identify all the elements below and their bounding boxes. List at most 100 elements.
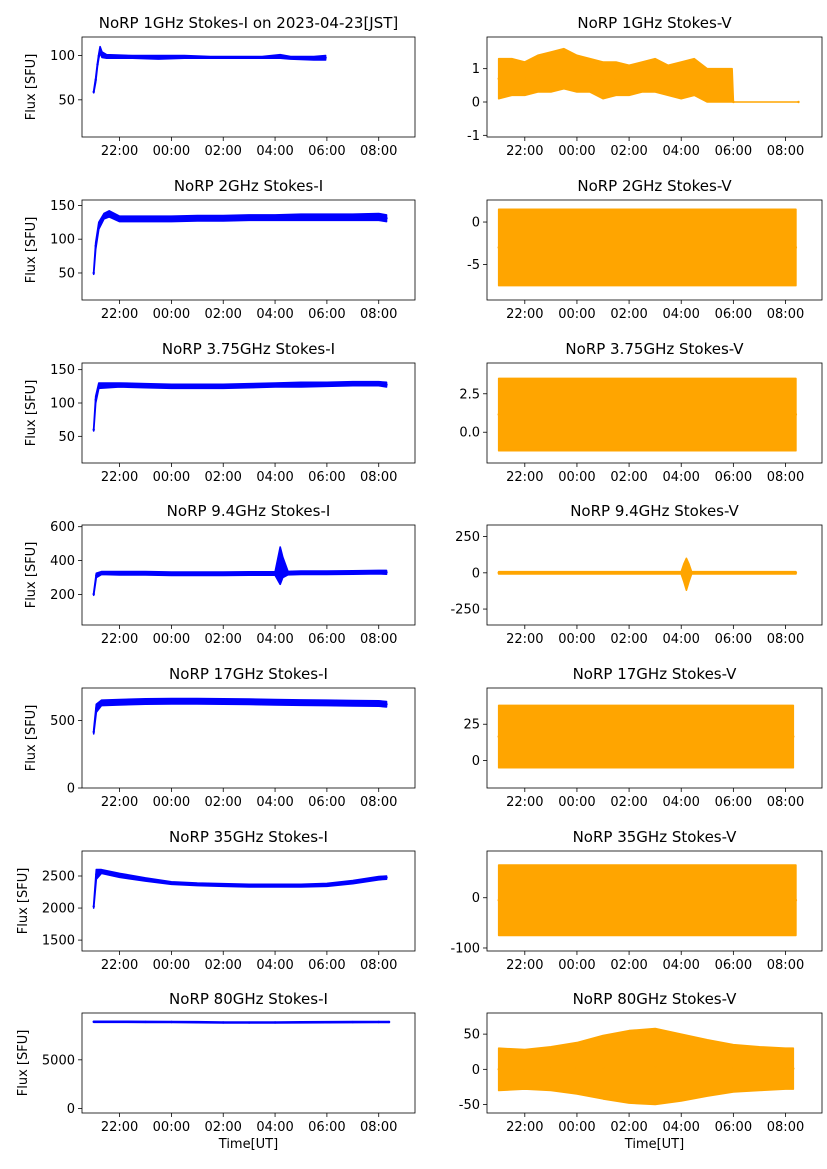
x-axis-label: Time[UT] xyxy=(624,1137,684,1152)
data-point xyxy=(690,571,693,574)
data-point xyxy=(784,1067,787,1070)
chart-6: 22:00 00:00 02:00 04:00 06:00 08:00 0.0 2.5 NoRP… xyxy=(459,340,823,485)
data-point xyxy=(497,413,500,416)
data-point xyxy=(273,701,277,704)
data-point xyxy=(377,877,380,880)
data-point xyxy=(654,1065,657,1068)
plot-frame xyxy=(81,524,416,626)
data-point xyxy=(97,54,101,58)
x-tick-label: 08:00 xyxy=(360,1120,397,1135)
y-tick-label: 250 xyxy=(455,530,480,545)
chart-14: 22:00 00:00 02:00 04:00 06:00 08:00 -50 0 50 NoRP… xyxy=(459,990,823,1152)
x-tick-label: 08:00 xyxy=(767,144,804,159)
data-point xyxy=(183,55,186,59)
data-point xyxy=(157,56,160,59)
chart-3: 22:00 00:00 02:00 04:00 06:00 08:00 50 100 150 No… xyxy=(24,177,416,322)
x-tick-label: 02:00 xyxy=(204,1120,241,1135)
x-tick-label: 04:00 xyxy=(256,470,293,485)
x-tick-label: 00:00 xyxy=(153,307,190,322)
plot-frame xyxy=(81,687,416,789)
x-tick-label: 08:00 xyxy=(360,795,397,810)
data-point xyxy=(497,246,500,249)
data-point xyxy=(732,100,735,104)
x-tick-label: 02:00 xyxy=(610,632,647,647)
data-point xyxy=(92,90,95,94)
data-point xyxy=(312,57,316,60)
x-tick-label: 02:00 xyxy=(610,470,647,485)
data-point xyxy=(497,1068,500,1071)
x-tick-label: 08:00 xyxy=(767,307,804,322)
plot-frame xyxy=(486,524,823,626)
chart-title: NoRP 9.4GHz Stokes-V xyxy=(570,502,739,520)
x-tick-label: 08:00 xyxy=(767,1120,804,1135)
data-point xyxy=(118,217,121,221)
data-point xyxy=(730,84,734,87)
data-point xyxy=(385,571,388,574)
data-point xyxy=(92,1020,95,1023)
data-point xyxy=(118,572,121,575)
data-point xyxy=(588,74,592,77)
y-tick-label: -50 xyxy=(459,1098,480,1113)
x-tick-label: 22:00 xyxy=(101,795,138,810)
x-tick-label: 00:00 xyxy=(153,958,190,973)
y-tick-label: 0 xyxy=(472,891,480,906)
x-tick-label: 06:00 xyxy=(308,1120,345,1135)
x-tick-label: 06:00 xyxy=(308,470,345,485)
data-point xyxy=(196,700,199,703)
data-point xyxy=(170,700,173,703)
x-tick-label: 04:00 xyxy=(256,1120,293,1135)
x-tick-label: 04:00 xyxy=(662,307,699,322)
data-point xyxy=(351,571,354,574)
y-tick-label: 0 xyxy=(472,754,480,769)
data-band xyxy=(92,380,388,432)
x-tick-label: 08:00 xyxy=(767,632,804,647)
data-band xyxy=(92,1020,390,1024)
data-point xyxy=(351,880,354,884)
data-point xyxy=(299,383,303,386)
x-tick-label: 04:00 xyxy=(256,795,293,810)
data-point xyxy=(325,216,329,219)
data-point xyxy=(196,1021,199,1024)
data-point xyxy=(377,570,380,574)
data-point xyxy=(247,216,251,219)
y-tick-label: 200 xyxy=(50,588,75,603)
data-point xyxy=(94,78,97,82)
data-point xyxy=(536,72,539,75)
x-tick-label: 04:00 xyxy=(256,144,293,159)
x-tick-label: 02:00 xyxy=(610,307,647,322)
data-point xyxy=(222,572,225,575)
plot-frame xyxy=(486,687,823,789)
x-tick-label: 22:00 xyxy=(101,632,138,647)
data-point xyxy=(92,905,95,908)
chart-title: NoRP 17GHz Stokes-V xyxy=(573,665,738,683)
data-band xyxy=(497,1027,795,1106)
data-point xyxy=(706,1066,709,1070)
data-point xyxy=(523,1068,526,1071)
data-point xyxy=(118,874,121,877)
data-point xyxy=(94,398,97,401)
data-point xyxy=(299,1021,303,1024)
x-tick-label: 04:00 xyxy=(662,632,699,647)
data-point xyxy=(118,701,121,704)
chart-title: NoRP 1GHz Stokes-V xyxy=(577,14,732,32)
x-tick-label: 02:00 xyxy=(610,795,647,810)
y-tick-label: 100 xyxy=(50,233,75,248)
data-point xyxy=(614,77,618,80)
x-tick-label: 00:00 xyxy=(558,144,595,159)
data-point xyxy=(680,79,683,82)
x-tick-label: 02:00 xyxy=(204,470,241,485)
x-tick-label: 02:00 xyxy=(610,144,647,159)
x-tick-label: 08:00 xyxy=(767,958,804,973)
x-tick-label: 00:00 xyxy=(153,1120,190,1135)
data-point xyxy=(108,212,111,216)
y-tick-label: 50 xyxy=(58,93,75,108)
data-point xyxy=(98,48,102,51)
data-point xyxy=(549,1067,553,1070)
plot-frame xyxy=(486,1012,823,1114)
data-point xyxy=(385,703,388,706)
data-point xyxy=(196,572,199,575)
data-point xyxy=(92,592,95,596)
data-point xyxy=(385,876,388,879)
x-tick-label: 02:00 xyxy=(204,307,241,322)
x-tick-label: 08:00 xyxy=(360,470,397,485)
